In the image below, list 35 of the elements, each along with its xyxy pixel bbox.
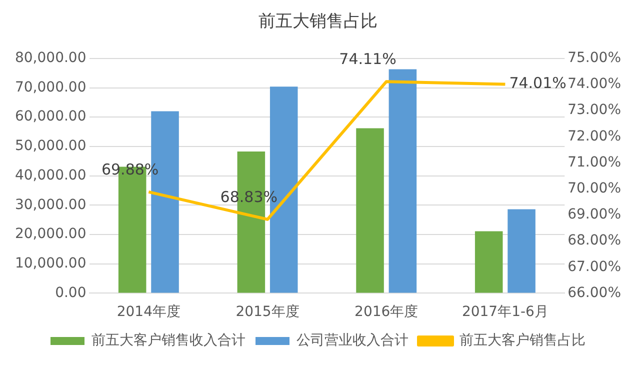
- x-tick-label: 2014年度: [116, 304, 180, 320]
- y-tick-label: 30,000.00: [14, 196, 86, 213]
- data-label: 74.11%: [339, 50, 396, 68]
- chart-title: 前五大销售占比: [258, 12, 378, 32]
- y2-tick-label: 74.00%: [568, 76, 622, 92]
- bar: [356, 128, 384, 293]
- y-tick-label: 20,000.00: [14, 226, 86, 242]
- y2-tick-label: 75.00%: [568, 50, 622, 66]
- y-tick-label: 40,000.00: [14, 167, 86, 184]
- x-tick-label: 2015年度: [236, 304, 300, 320]
- legend-label: 公司营业收入合计: [296, 332, 408, 349]
- x-tick-label: 2017年1-6月: [462, 304, 548, 320]
- data-label: 74.01%: [509, 74, 566, 92]
- y2-tick-label: 68.00%: [568, 232, 622, 249]
- y2-tick-label: 69.00%: [568, 206, 622, 223]
- y-tick-label: 10,000.00: [14, 255, 86, 272]
- bar: [474, 231, 503, 293]
- y2-tick-label: 70.00%: [568, 180, 622, 196]
- y-tick-label: 80,000.00: [14, 50, 86, 66]
- y2-tick-label: 72.00%: [568, 128, 622, 144]
- y-tick-label: 50,000.00: [14, 138, 86, 154]
- x-tick-label: 2016年度: [354, 304, 418, 320]
- legend-label: 前五大客户销售收入合计: [92, 332, 246, 349]
- y-tick-label: 0.00: [55, 284, 86, 301]
- data-label: 68.83%: [220, 188, 278, 206]
- bar: [388, 69, 417, 293]
- y2-tick-label: 66.00%: [568, 284, 622, 301]
- data-label: 69.88%: [101, 160, 159, 178]
- y-tick-label: 60,000.00: [14, 108, 86, 125]
- legend-label: 前五大客户销售占比: [460, 332, 586, 349]
- y-tick-label: 70,000.00: [14, 79, 86, 96]
- y2-tick-label: 73.00%: [568, 102, 622, 118]
- y2-tick-label: 71.00%: [568, 154, 622, 170]
- y2-tick-label: 67.00%: [568, 258, 622, 275]
- bar: [508, 209, 536, 293]
